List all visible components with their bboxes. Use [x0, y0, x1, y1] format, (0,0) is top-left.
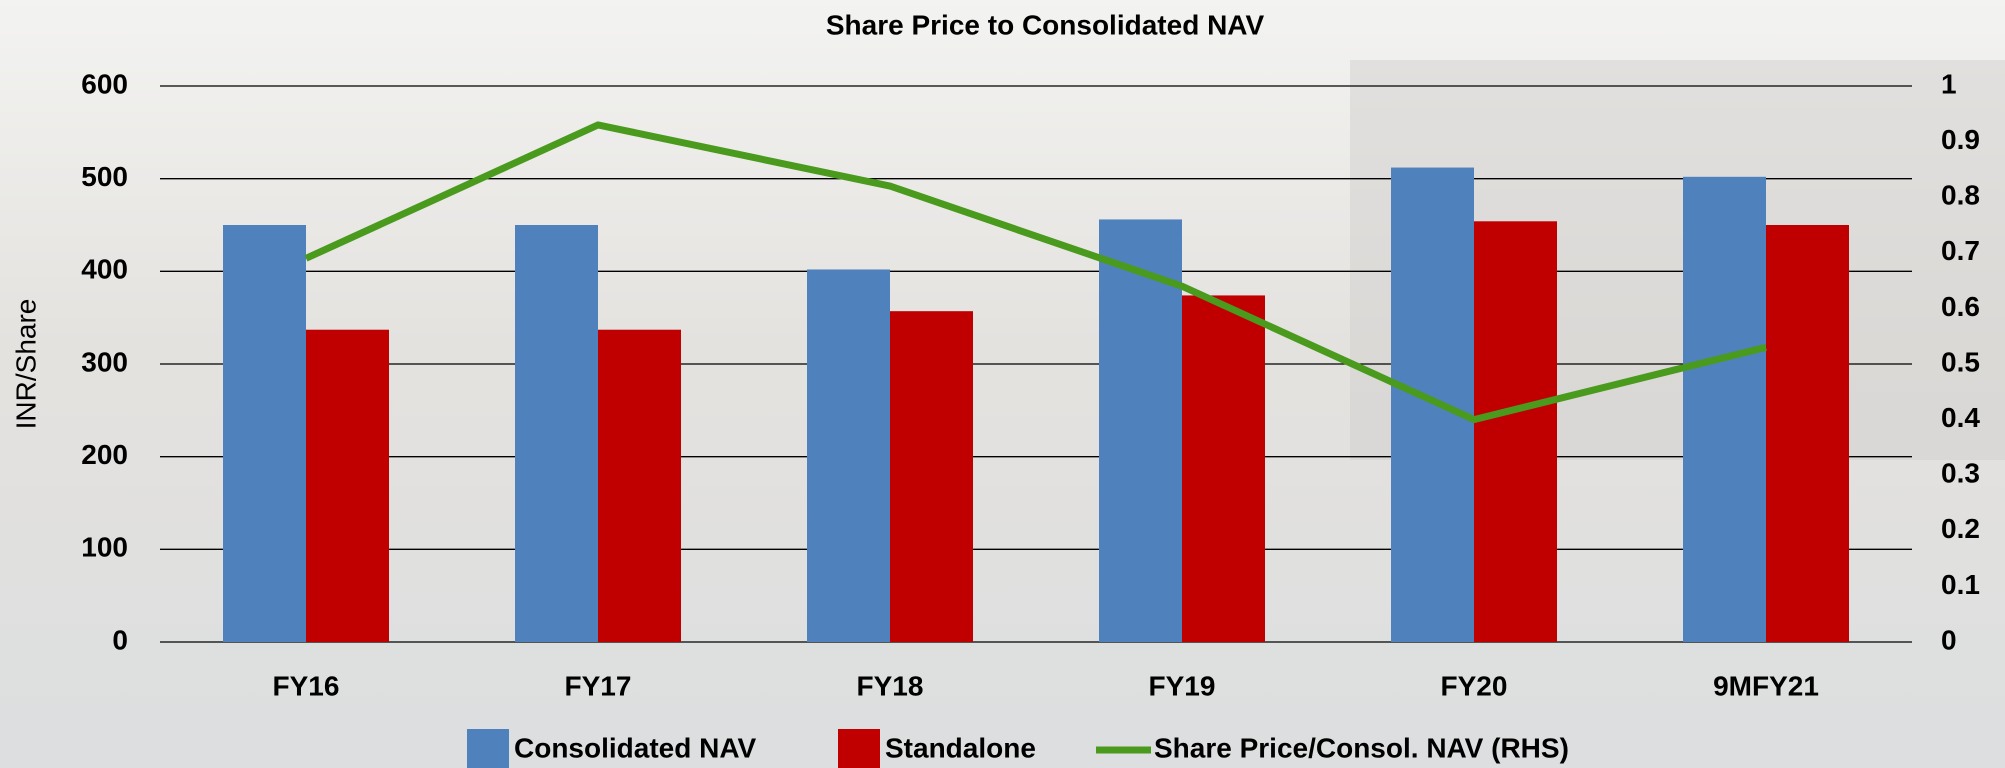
- y2-tick-label: 0.2: [1941, 513, 1980, 544]
- legend-label: Standalone: [885, 732, 1036, 763]
- bar: [807, 269, 890, 642]
- legend-swatch: [838, 729, 880, 768]
- y2-tick-label: 0.7: [1941, 235, 1980, 266]
- y2-tick-label: 0.8: [1941, 180, 1980, 211]
- bar: [306, 330, 389, 642]
- x-tick-label: FY18: [857, 670, 924, 701]
- chart: Share Price to Consolidated NAV INR/Shar…: [0, 0, 2005, 768]
- y-tick-label: 200: [81, 439, 128, 470]
- y2-tick-label: 1: [1941, 68, 1957, 99]
- x-tick-label: FY20: [1441, 670, 1508, 701]
- y2-tick-label: 0.6: [1941, 291, 1980, 322]
- y-tick-label: 300: [81, 346, 128, 377]
- y-axis-label: INR/Share: [10, 299, 41, 430]
- bar: [515, 225, 598, 642]
- bar: [223, 225, 306, 642]
- y2-tick-label: 0.1: [1941, 569, 1980, 600]
- y2-tick-label: 0.9: [1941, 124, 1980, 155]
- chart-title: Share Price to Consolidated NAV: [826, 9, 1265, 40]
- y2-tick-label: 0.3: [1941, 458, 1980, 489]
- bar: [1391, 168, 1474, 642]
- y-tick-label: 600: [81, 68, 128, 99]
- y2-tick-label: 0.5: [1941, 346, 1980, 377]
- bar: [1182, 295, 1265, 642]
- x-tick-label: FY16: [273, 670, 340, 701]
- legend-label: Consolidated NAV: [514, 732, 756, 763]
- bar: [1474, 221, 1557, 642]
- bar: [1683, 177, 1766, 642]
- y-tick-label: 100: [81, 532, 128, 563]
- y-tick-label: 500: [81, 161, 128, 192]
- bar: [598, 330, 681, 642]
- legend-swatch: [467, 729, 509, 768]
- bar: [890, 311, 973, 642]
- legend-label: Share Price/Consol. NAV (RHS): [1154, 732, 1569, 763]
- y2-tick-label: 0.4: [1941, 402, 1980, 433]
- bar: [1766, 225, 1849, 642]
- x-tick-label: FY19: [1149, 670, 1216, 701]
- y-tick-label: 400: [81, 254, 128, 285]
- x-tick-label: FY17: [565, 670, 632, 701]
- y2-tick-label: 0: [1941, 624, 1957, 655]
- y-tick-label: 0: [112, 624, 128, 655]
- x-tick-label: 9MFY21: [1713, 670, 1819, 701]
